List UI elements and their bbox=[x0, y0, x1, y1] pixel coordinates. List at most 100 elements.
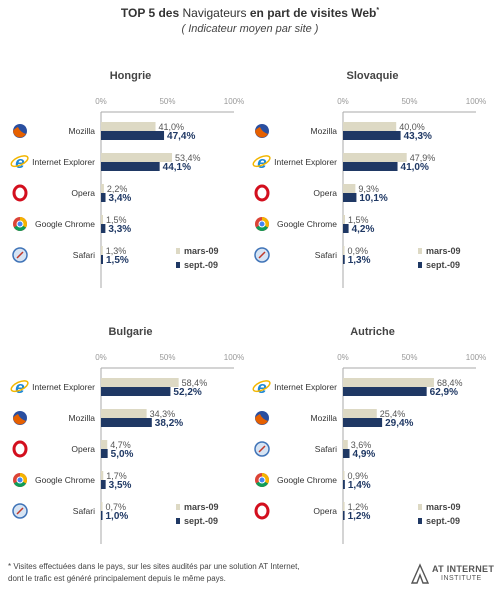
bar-sept bbox=[343, 224, 349, 233]
data-label-sept: 38,2% bbox=[155, 418, 183, 429]
chart-title: Slovaquie bbox=[346, 70, 399, 82]
tick-label: 50% bbox=[401, 353, 417, 362]
bar-sept bbox=[101, 387, 171, 396]
category-label: Opera bbox=[71, 444, 95, 454]
category-label: Google Chrome bbox=[277, 475, 337, 485]
chart-panel-hongrie: Hongrie 0% 50% 100% Mozilla 41,0% 47,4% e Inter… bbox=[8, 70, 253, 290]
data-label-mars: 2,2% bbox=[107, 184, 128, 194]
safari-icon-needle bbox=[258, 251, 266, 259]
data-label-mars: 1,3% bbox=[106, 246, 127, 256]
data-label-sept: 5,0% bbox=[111, 449, 134, 460]
category-label: Safari bbox=[73, 250, 95, 260]
chart-title: Bulgarie bbox=[108, 326, 153, 338]
bar-mars bbox=[101, 378, 179, 387]
footnote-line2: dont le trafic est généré principalement… bbox=[8, 574, 226, 583]
data-label-mars: 40,0% bbox=[399, 122, 425, 132]
data-label-mars: 68,4% bbox=[437, 378, 463, 388]
data-label-sept: 4,9% bbox=[353, 449, 376, 460]
data-label-sept: 1,3% bbox=[348, 255, 371, 266]
firefox-icon-fox bbox=[13, 127, 26, 138]
data-label-mars: 3,6% bbox=[351, 440, 372, 450]
category-label: Safari bbox=[315, 444, 337, 454]
category-label: Internet Explorer bbox=[32, 157, 95, 167]
title-part1: TOP 5 des bbox=[120, 6, 180, 20]
bar-sept bbox=[343, 511, 345, 520]
legend-label-mars: mars-09 bbox=[184, 246, 219, 256]
data-label-mars: 47,9% bbox=[410, 153, 436, 163]
legend-swatch-mars bbox=[418, 504, 422, 510]
data-label-mars: 53,4% bbox=[175, 153, 201, 163]
data-label-mars: 1,7% bbox=[106, 471, 127, 481]
data-label-sept: 10,1% bbox=[359, 193, 387, 204]
ie-icon-letter: e bbox=[257, 378, 266, 397]
data-label-sept: 29,4% bbox=[385, 418, 413, 429]
tick-label: 0% bbox=[337, 353, 349, 362]
ie-icon-ring bbox=[10, 380, 29, 393]
data-label-mars: 0,9% bbox=[348, 471, 369, 481]
firefox-icon-fox bbox=[255, 414, 268, 425]
tick-label: 100% bbox=[466, 97, 486, 106]
at-internet-logo: AT INTERNET INSTITUTE bbox=[408, 562, 498, 588]
bar-sept bbox=[343, 162, 398, 171]
bar-mars bbox=[343, 215, 345, 224]
data-label-mars: 1,2% bbox=[348, 502, 369, 512]
title-part2: Navigateurs bbox=[182, 6, 247, 20]
data-label-mars: 58,4% bbox=[182, 378, 208, 388]
bar-sept bbox=[343, 387, 427, 396]
category-label: Google Chrome bbox=[277, 219, 337, 229]
chart-svg: 0% 50% 100% Mozilla 41,0%47,4% e Internet Expl… bbox=[10, 97, 244, 288]
firefox-icon-fox bbox=[255, 127, 268, 138]
legend-swatch-mars bbox=[176, 504, 180, 510]
footnote: * Visites effectuées dans le pays, sur l… bbox=[8, 561, 348, 585]
ie-icon-letter: e bbox=[257, 153, 266, 172]
opera-icon-ring bbox=[254, 184, 270, 202]
footnote-line1: * Visites effectuées dans le pays, sur l… bbox=[8, 562, 300, 571]
category-label: Google Chrome bbox=[35, 475, 95, 485]
data-label-sept: 52,2% bbox=[173, 387, 201, 398]
category-label: Mozilla bbox=[69, 126, 96, 136]
data-label-sept: 3,3% bbox=[108, 224, 131, 235]
legend-label-mars: mars-09 bbox=[184, 502, 219, 512]
firefox-icon-fox bbox=[13, 414, 26, 425]
chrome-icon bbox=[13, 217, 27, 231]
chart-svg: 0% 50% 100% e Internet Explorer 68,4%62,9% Moz… bbox=[252, 353, 486, 544]
bar-sept bbox=[101, 255, 103, 264]
data-label-sept: 62,9% bbox=[430, 387, 458, 398]
bar-sept bbox=[101, 418, 152, 427]
bar-sept bbox=[101, 162, 160, 171]
bar-sept bbox=[343, 418, 383, 427]
legend-label-sept: sept.-09 bbox=[184, 516, 218, 526]
opera-icon-ring bbox=[254, 502, 270, 520]
chart-title: Autriche bbox=[350, 326, 395, 338]
chart-panel-bulgarie: Bulgarie 0% 50% 100% e Internet Explorer 58,4… bbox=[8, 326, 253, 546]
tick-label: 0% bbox=[95, 97, 107, 106]
bar-mars bbox=[343, 122, 397, 131]
logo-mark-icon bbox=[410, 563, 430, 584]
ie-icon-ring bbox=[252, 155, 271, 168]
chrome-icon bbox=[13, 473, 27, 487]
ie-icon: e bbox=[10, 378, 29, 397]
bar-mars bbox=[101, 215, 103, 224]
category-label: Opera bbox=[313, 506, 337, 516]
bar-mars bbox=[101, 471, 104, 480]
safari-icon bbox=[12, 247, 28, 263]
bar-sept bbox=[101, 511, 103, 520]
tick-label: 50% bbox=[159, 97, 175, 106]
title-part3: en part de visites Web bbox=[249, 6, 377, 20]
bar-mars bbox=[343, 184, 356, 193]
legend-label-mars: mars-09 bbox=[426, 246, 461, 256]
bar-sept bbox=[343, 193, 357, 202]
tick-label: 100% bbox=[466, 353, 486, 362]
opera-icon bbox=[12, 440, 28, 458]
safari-icon bbox=[254, 441, 270, 457]
bar-sept bbox=[343, 255, 345, 264]
ie-icon: e bbox=[252, 153, 271, 172]
chrome-icon-center bbox=[16, 476, 24, 484]
opera-icon bbox=[254, 502, 270, 520]
firefox-icon bbox=[13, 411, 27, 425]
bar-sept bbox=[101, 449, 108, 458]
title-note-mark: * bbox=[376, 7, 380, 14]
category-label: Internet Explorer bbox=[274, 382, 337, 392]
safari-icon bbox=[254, 247, 270, 263]
bar-mars bbox=[101, 122, 156, 131]
